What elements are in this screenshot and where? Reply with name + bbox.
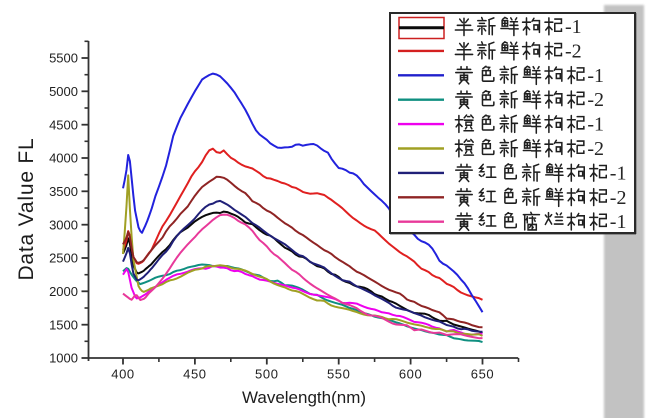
svg-text:4500: 4500 <box>49 117 78 132</box>
svg-text:550: 550 <box>327 367 351 382</box>
svg-text:2500: 2500 <box>49 251 78 266</box>
svg-text:3000: 3000 <box>49 217 78 232</box>
svg-text:5000: 5000 <box>49 84 78 99</box>
svg-text:450: 450 <box>183 367 207 382</box>
svg-text:-2: -2 <box>587 89 604 111</box>
svg-text:-2: -2 <box>610 187 627 209</box>
svg-text:4000: 4000 <box>49 151 78 166</box>
svg-text:Data Value FL: Data Value FL <box>15 137 38 280</box>
svg-text:1000: 1000 <box>49 351 78 366</box>
svg-text:3500: 3500 <box>49 184 78 199</box>
svg-text:-2: -2 <box>565 40 582 62</box>
svg-text:-1: -1 <box>610 162 627 184</box>
svg-text:5500: 5500 <box>49 51 78 66</box>
svg-text:650: 650 <box>471 367 495 382</box>
svg-text:500: 500 <box>255 367 279 382</box>
svg-text:-2: -2 <box>587 138 604 160</box>
svg-text:Wavelength(nm): Wavelength(nm) <box>242 388 366 407</box>
svg-text:-1: -1 <box>565 16 582 38</box>
svg-text:600: 600 <box>399 367 423 382</box>
svg-text:2000: 2000 <box>49 284 78 299</box>
svg-text:400: 400 <box>111 367 135 382</box>
svg-text:1500: 1500 <box>49 317 78 332</box>
svg-text:-1: -1 <box>587 65 604 87</box>
svg-text:-1: -1 <box>587 114 604 136</box>
svg-text:-1: -1 <box>610 211 627 233</box>
